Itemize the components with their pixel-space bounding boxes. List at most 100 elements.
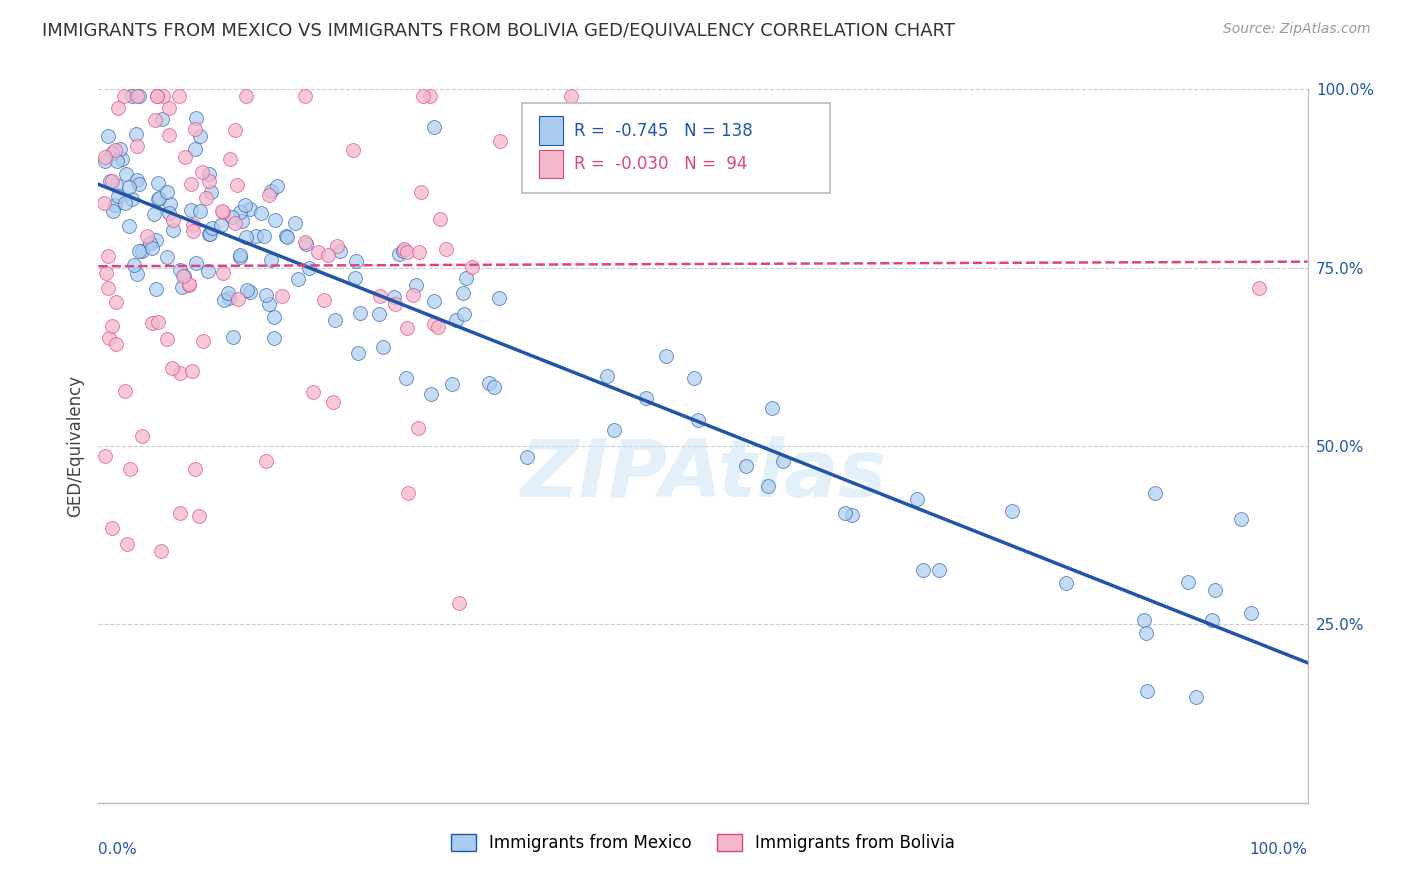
Point [121, 192, 143, 206]
Point [219, 152, 242, 166]
Point [212, 266, 235, 280]
Point [373, 340, 395, 354]
Point [388, 246, 411, 260]
Point [159, 197, 181, 211]
Point [214, 293, 236, 307]
Point [184, 462, 207, 476]
FancyBboxPatch shape [522, 103, 830, 193]
Point [94, 153, 117, 168]
Point [1135, 626, 1157, 640]
Point [97, 281, 120, 295]
Point [1054, 575, 1077, 590]
Point [131, 429, 153, 443]
Point [444, 313, 467, 327]
Point [686, 413, 709, 427]
Point [121, 89, 143, 103]
Point [1177, 574, 1199, 589]
Y-axis label: GED/Equivalency: GED/Equivalency [66, 375, 84, 517]
Point [427, 320, 450, 334]
Point [145, 89, 167, 103]
Point [146, 176, 169, 190]
Point [323, 313, 346, 327]
Point [143, 112, 166, 127]
FancyBboxPatch shape [538, 116, 562, 145]
Point [1240, 606, 1263, 620]
Point [145, 282, 167, 296]
Point [146, 89, 169, 103]
Point [212, 205, 235, 219]
Point [148, 191, 170, 205]
Point [636, 392, 658, 406]
Point [97, 331, 120, 345]
Point [184, 121, 207, 136]
Point [382, 289, 405, 303]
Point [128, 89, 150, 103]
Point [150, 112, 173, 126]
Point [236, 283, 259, 297]
Point [392, 243, 415, 257]
Point [233, 198, 256, 212]
Point [409, 186, 432, 200]
Point [169, 263, 191, 277]
Point [93, 449, 115, 463]
Point [101, 521, 124, 535]
Point [395, 371, 418, 385]
Point [104, 336, 127, 351]
Point [195, 191, 218, 205]
Point [347, 345, 370, 359]
Point [97, 128, 120, 143]
Point [419, 89, 441, 103]
Point [179, 277, 201, 291]
Point [107, 153, 129, 168]
Point [1230, 511, 1253, 525]
Point [108, 142, 131, 156]
Point [124, 258, 146, 272]
Point [125, 267, 148, 281]
Point [141, 316, 163, 330]
Point [344, 253, 367, 268]
Point [118, 462, 141, 476]
Point [181, 224, 204, 238]
Point [101, 146, 124, 161]
Point [368, 307, 391, 321]
Point [1204, 583, 1226, 598]
Point [180, 203, 202, 218]
Point [314, 293, 336, 307]
Point [188, 204, 211, 219]
Point [172, 269, 194, 284]
Point [429, 212, 451, 227]
Point [217, 286, 239, 301]
Point [139, 236, 162, 251]
Point [128, 244, 150, 258]
Legend: Immigrants from Mexico, Immigrants from Bolivia: Immigrants from Mexico, Immigrants from … [444, 827, 962, 859]
Point [682, 371, 704, 385]
Point [1136, 683, 1159, 698]
Point [184, 255, 207, 269]
Point [488, 134, 510, 148]
Point [254, 453, 277, 467]
Point [405, 277, 427, 292]
Point [260, 184, 283, 198]
Point [254, 288, 277, 302]
Point [156, 186, 179, 200]
Point [477, 376, 499, 391]
Point [157, 128, 180, 142]
Point [125, 173, 148, 187]
Point [228, 248, 250, 262]
Point [266, 179, 288, 194]
Point [198, 227, 221, 241]
Point [302, 384, 325, 399]
Point [190, 164, 212, 178]
Point [104, 143, 127, 157]
Point [229, 204, 252, 219]
Point [167, 89, 190, 103]
Point [93, 196, 115, 211]
Point [156, 250, 179, 264]
Point [104, 178, 127, 192]
Point [94, 266, 117, 280]
Point [115, 537, 138, 551]
Point [114, 384, 136, 398]
Point [118, 180, 141, 194]
Point [342, 143, 364, 157]
Point [197, 264, 219, 278]
